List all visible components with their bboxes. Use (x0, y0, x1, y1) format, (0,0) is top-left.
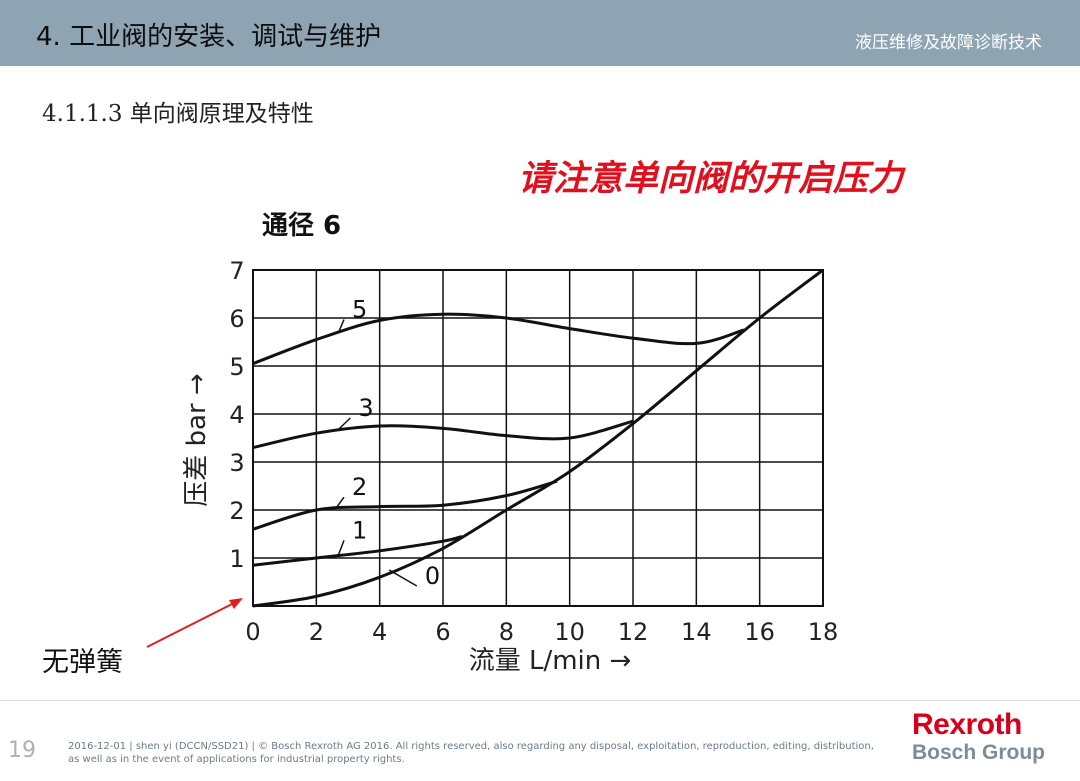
curve-line (252, 534, 463, 567)
x-tick-label: 12 (618, 618, 649, 646)
y-tick-label: 4 (229, 401, 244, 429)
curve-line (252, 479, 558, 531)
x-tick-label: 2 (309, 618, 324, 646)
y-tick-label: 3 (229, 449, 244, 477)
plot-frame (252, 269, 824, 607)
x-tick-label: 4 (372, 618, 387, 646)
y-tick-label: 5 (229, 353, 244, 381)
curve-label-leader (337, 319, 345, 333)
x-tick-label: 18 (808, 618, 839, 646)
x-tick-label: 16 (744, 618, 775, 646)
curve-label: 5 (352, 296, 367, 324)
no-spring-note: 无弹簧 (42, 647, 123, 678)
chart-series: 0 1 2 3 5 (252, 268, 824, 608)
curve-label-leader (388, 569, 418, 587)
slide-title: 4. 工业阀的安装、调试与维护 (36, 22, 382, 52)
copyright-text: 2016-12-01 | shen yi (DCCN/SSD21) | © Bo… (68, 741, 874, 765)
chart-grid (252, 269, 824, 607)
x-tick-label: 6 (435, 618, 450, 646)
x-axis-label: 流量 L/min → (469, 646, 632, 676)
header-bar: 4. 工业阀的安装、调试与维护 液压维修及故障诊断技术 (0, 0, 1080, 66)
notice-text: 请注意单向阀的开启压力 (518, 159, 904, 199)
y-tick-label: 2 (229, 497, 244, 525)
curve-label: 2 (352, 473, 367, 501)
curve-label: 0 (425, 562, 440, 590)
x-tick-label: 14 (681, 618, 712, 646)
curve-label-leader (337, 417, 351, 430)
x-tick-label: 10 (554, 618, 585, 646)
curve-line (252, 419, 634, 450)
y-tick-label: 6 (229, 305, 244, 333)
rexroth-logo: Rexroth (912, 708, 1022, 741)
footer-divider (0, 700, 1080, 701)
curve-label: 1 (352, 516, 367, 544)
curve-label: 3 (358, 394, 373, 422)
curve-line (252, 312, 745, 366)
arrow-head (229, 598, 243, 609)
y-tick-label: 7 (229, 257, 244, 285)
x-tick-label: 0 (245, 618, 260, 646)
chart-title: 通径 6 (262, 211, 341, 241)
arrow-line (146, 600, 239, 648)
bosch-group-label: Bosch Group (912, 741, 1046, 764)
section-title: 4.1.1.3 单向阀原理及特性 (42, 101, 314, 127)
curve-line (252, 268, 824, 608)
curve-label-leader (334, 496, 345, 510)
y-axis-label: 压差 bar → (182, 373, 212, 506)
curve-label-leader (337, 540, 345, 555)
x-tick-label: 8 (499, 618, 514, 646)
course-name: 液压维修及故障诊断技术 (855, 33, 1042, 53)
page-number: 19 (8, 738, 36, 763)
y-tick-label: 1 (229, 545, 244, 573)
